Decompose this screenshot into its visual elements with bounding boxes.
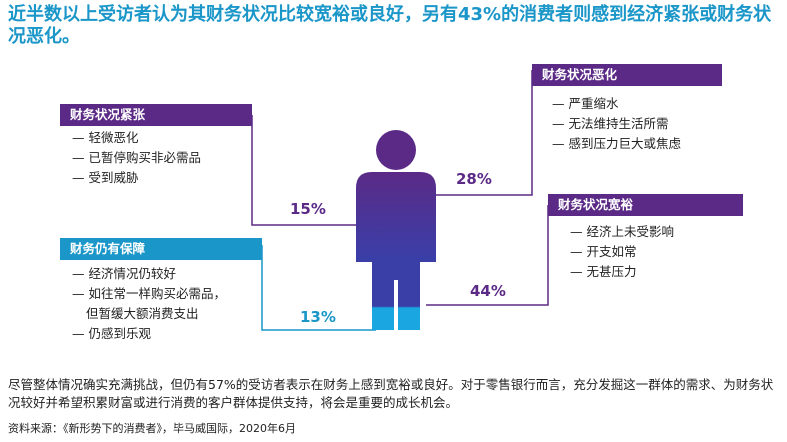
- segment-secure-item: — 如往常一样购买必需品，: [72, 286, 226, 301]
- segment-worsening-label: 财务状况恶化: [532, 64, 722, 86]
- segment-secure-list: — 经济情况仍较好 — 如往常一样购买必需品， 但暂缓大额消费支出 — 仍感到乐…: [72, 264, 226, 344]
- connector-tight: [251, 115, 356, 226]
- segment-secure-percent: 13%: [300, 308, 336, 326]
- segment-tight-item: — 已暂停购买非必需品: [72, 150, 201, 165]
- segment-secure-label: 财务仍有保障: [60, 238, 262, 260]
- segment-comfortable-label: 财务状况宽裕: [548, 194, 743, 216]
- segment-worsening-item: — 感到压力巨大或焦虑: [552, 136, 681, 151]
- segment-tight-label: 财务状况紧张: [60, 104, 252, 126]
- segment-tight-percent: 15%: [290, 200, 326, 218]
- page-title: 近半数以上受访者认为其财务状况比较宽裕或良好，另有43%的消费者则感到经济紧张或…: [8, 4, 772, 47]
- connector-secure: [261, 245, 376, 331]
- segment-worsening-item: — 无法维持生活所需: [552, 116, 669, 131]
- source-note: 资料来源：《新形势下的消费者》，毕马威国际，2020年6月: [8, 422, 296, 435]
- segment-secure-item: 但暂缓大额消费支出: [86, 306, 199, 321]
- segment-comfortable-list: — 经济上未受影响 — 开支如常 — 无甚压力: [570, 222, 674, 282]
- segment-comfortable-item: — 开支如常: [570, 244, 637, 259]
- segment-comfortable-item: — 经济上未受影响: [570, 224, 674, 239]
- segment-worsening-percent: 28%: [456, 170, 492, 188]
- connector-comfortable: [426, 205, 549, 306]
- summary-text: 尽管整体情况确实充满挑战，但仍有57%的受访者表示在财务上感到宽裕或良好。对于零…: [8, 377, 774, 410]
- segment-worsening-item: — 严重缩水: [552, 96, 619, 111]
- segment-tight-item: — 受到威胁: [72, 170, 139, 185]
- segment-secure-item: — 仍感到乐观: [72, 326, 151, 341]
- segment-worsening-list: — 严重缩水 — 无法维持生活所需 — 感到压力巨大或焦虑: [552, 94, 681, 154]
- person-figure: [356, 130, 436, 330]
- segment-tight-item: — 轻微恶化: [72, 130, 139, 145]
- segment-comfortable-item: — 无甚压力: [570, 264, 637, 279]
- connector-worsening: [436, 70, 533, 196]
- segment-secure-item: — 经济情况仍较好: [72, 266, 176, 281]
- segment-tight-list: — 轻微恶化 — 已暂停购买非必需品 — 受到威胁: [72, 128, 201, 188]
- segment-comfortable-percent: 44%: [470, 282, 506, 300]
